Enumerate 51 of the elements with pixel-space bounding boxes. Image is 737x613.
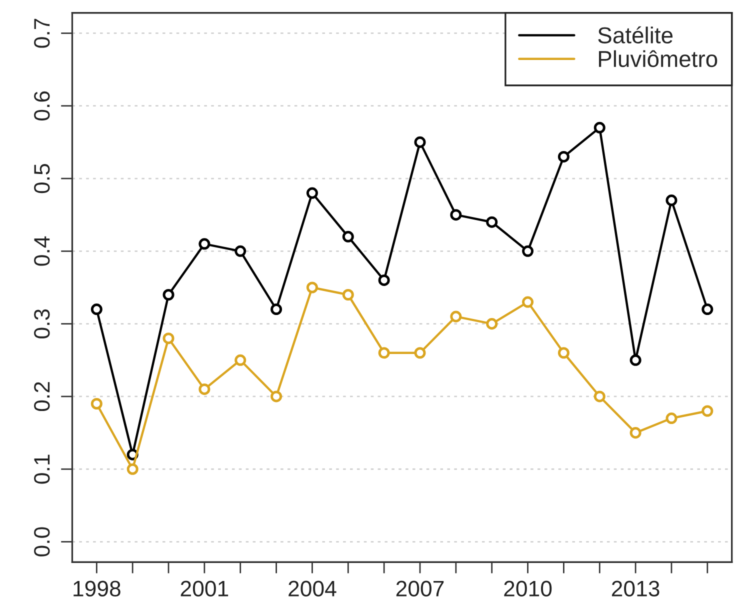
y-tick-label: 0.2: [34, 382, 50, 412]
y-tick-label: 0.1: [34, 454, 50, 484]
y-tick-label: 0.6: [34, 91, 50, 120]
point: [198, 383, 210, 395]
point: [270, 390, 282, 402]
point: [630, 427, 642, 439]
x-tick-label: 2004: [288, 580, 336, 596]
point: [522, 296, 534, 308]
point: [378, 347, 390, 359]
point: [234, 245, 246, 257]
point: [666, 412, 678, 424]
point: [702, 405, 714, 417]
point: [90, 304, 102, 316]
x-tick-label: 2001: [180, 580, 228, 596]
point: [630, 354, 642, 366]
point: [90, 398, 102, 410]
point: [558, 150, 570, 162]
point: [450, 209, 462, 221]
point: [666, 194, 678, 206]
point: [306, 187, 318, 199]
point: [378, 274, 390, 286]
point: [558, 347, 570, 359]
point: [486, 318, 498, 330]
point: [342, 289, 354, 301]
y-tick-label: 0.5: [34, 164, 50, 194]
y-tick-label: 0.4: [34, 236, 50, 266]
legend-label: Satélite: [598, 26, 673, 44]
x-tick-label: 2007: [396, 580, 444, 596]
point: [594, 390, 606, 402]
x-tick-label: 2013: [612, 580, 660, 596]
point: [414, 347, 426, 359]
point: [414, 136, 426, 148]
point: [522, 245, 534, 257]
point: [162, 332, 174, 344]
point: [594, 122, 606, 134]
legend-label: Pluviômetro: [598, 50, 718, 68]
y-tick-label: 0.7: [34, 18, 50, 48]
y-tick-label: 0.3: [34, 309, 50, 338]
point: [270, 304, 282, 316]
point: [450, 310, 462, 322]
point: [198, 238, 210, 250]
point: [486, 216, 498, 228]
point: [306, 282, 318, 294]
point: [702, 304, 714, 316]
y-tick-label: 0.0: [34, 527, 50, 556]
x-tick-label: 2010: [504, 580, 552, 596]
x-tick-label: 1998: [74, 580, 120, 596]
point: [234, 354, 246, 366]
point: [342, 230, 354, 242]
point: [126, 463, 138, 475]
point: [162, 289, 174, 301]
